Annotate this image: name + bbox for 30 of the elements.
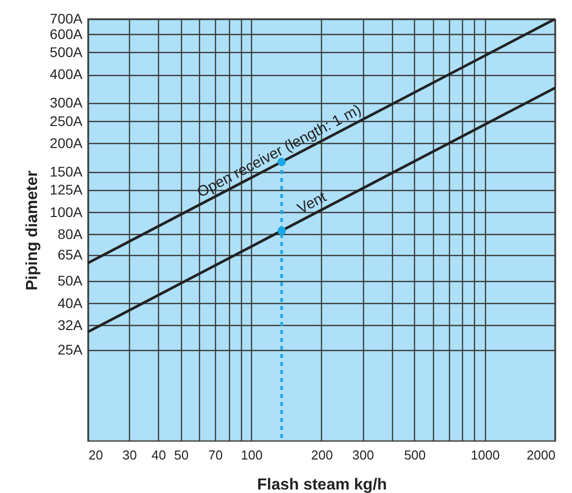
x-tick-label: 100 (240, 448, 263, 462)
y-tick-label: 25A (58, 341, 84, 358)
x-axis-title: Flash steam kg/h (257, 476, 387, 493)
text: Vent (294, 188, 330, 218)
x-tick-label: 50 (174, 448, 189, 462)
y-axis-title: Piping diameter (24, 170, 41, 291)
y-tick-label: 100A (50, 204, 84, 220)
y-tick-label: 150A (50, 164, 84, 180)
x-tick-label: 300 (352, 448, 374, 462)
x-tick-label: 70 (208, 448, 223, 462)
x-tick-label: 2000 (526, 448, 556, 462)
y-tick-label: 40A (58, 294, 84, 311)
y-tick-label: 125A (50, 182, 84, 198)
x-tick-label: 500 (404, 448, 426, 462)
x-tick-label: 40 (152, 448, 166, 462)
x-tick-label: 200 (311, 448, 333, 462)
y-tick-label: 32A (58, 316, 84, 333)
y-tick-label: 400A (50, 66, 84, 82)
y-tick-label: 700A (50, 10, 84, 26)
x-tick-label: 20 (88, 448, 103, 462)
y-tick-label: 300A (50, 94, 84, 111)
y-tick-label: 65A (58, 246, 84, 263)
y-tick-label: 500A (50, 44, 84, 60)
y-tick-label: 600A (50, 26, 84, 42)
x-tick-label: 30 (122, 448, 137, 462)
x-tick-label: 1000 (470, 448, 500, 462)
y-tick-label: 80A (58, 226, 84, 242)
y-tick-label: 250A (50, 112, 84, 129)
y-tick-label: 200A (50, 134, 84, 151)
y-tick-label: 50A (58, 272, 84, 289)
